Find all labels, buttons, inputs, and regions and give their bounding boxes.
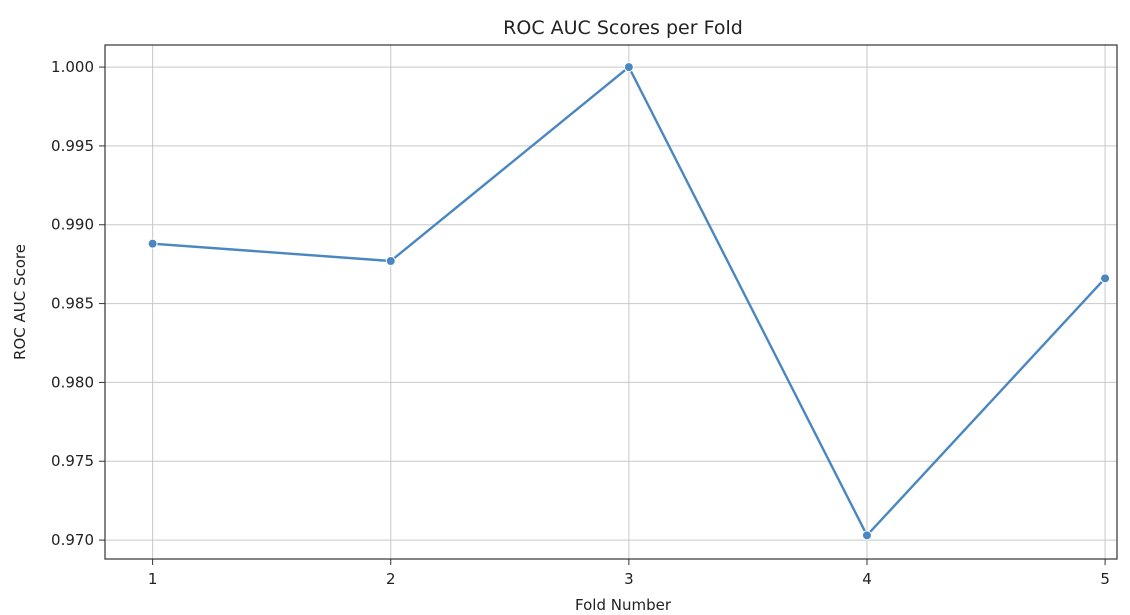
- y-axis-ticks: 0.970 0.975 0.980 0.985 0.990 0.995 1.000: [51, 58, 105, 549]
- y-tick-label: 0.985: [51, 295, 94, 313]
- chart-title: ROC AUC Scores per Fold: [503, 17, 743, 39]
- y-tick-label: 1.000: [51, 58, 94, 76]
- data-point: [623, 62, 634, 73]
- y-tick-label: 0.990: [51, 216, 94, 234]
- x-axis-title: Fold Number: [575, 596, 672, 614]
- data-point: [1100, 273, 1111, 284]
- plot-area-frame: [104, 44, 1118, 560]
- data-point: [861, 530, 872, 541]
- x-tick-label: 1: [148, 570, 158, 588]
- x-tick-label: 4: [862, 570, 872, 588]
- x-tick-label: 3: [624, 570, 634, 588]
- data-point: [147, 238, 158, 249]
- data-point: [385, 256, 396, 267]
- y-axis-title: ROC AUC Score: [11, 244, 29, 360]
- y-tick-label: 0.995: [51, 137, 94, 155]
- y-tick-label: 0.970: [51, 531, 94, 549]
- grid-lines: [105, 45, 1117, 559]
- x-tick-label: 2: [386, 570, 396, 588]
- x-tick-label: 5: [1100, 570, 1110, 588]
- x-axis-ticks: 1 2 3 4 5: [148, 559, 1110, 588]
- y-tick-label: 0.975: [51, 452, 94, 470]
- y-tick-label: 0.980: [51, 373, 94, 391]
- series-layer: [147, 62, 1111, 541]
